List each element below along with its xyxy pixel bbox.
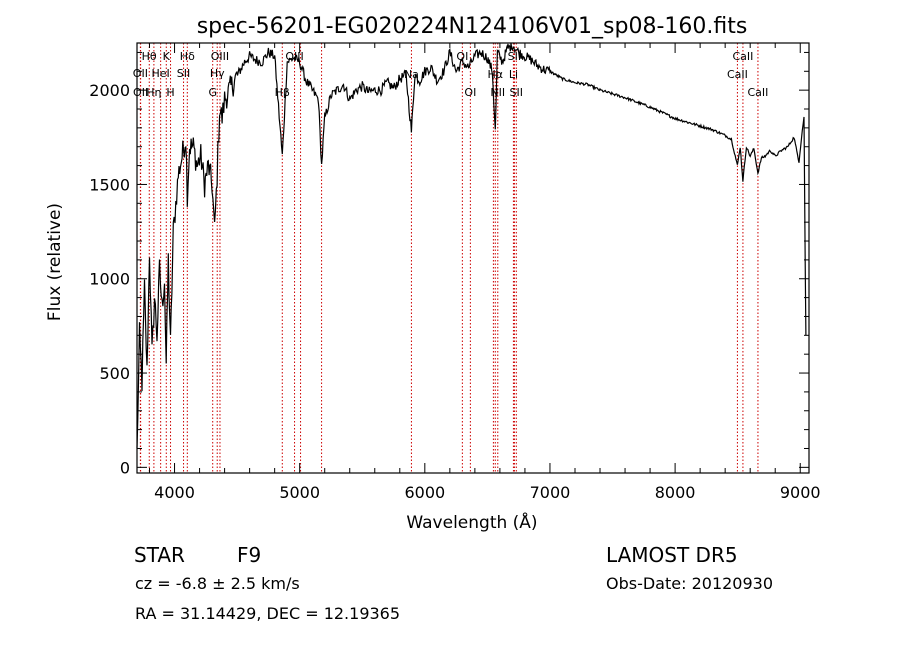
spectral-line-label: Hη — [146, 86, 161, 99]
x-axis-ticks: 4000 5000 6000 7000 8000 9000 — [149, 43, 821, 502]
y-axis-label: Flux (relative) — [45, 203, 65, 321]
y-tick-label: 1000 — [89, 270, 130, 289]
spectrum-series — [136, 42, 807, 449]
spectral-line-label: NII — [490, 86, 505, 99]
redshift-info: cz = -6.8 ± 2.5 km/s — [135, 574, 300, 593]
spectral-line-label: K — [163, 50, 171, 63]
spectral-line-label: G — [208, 86, 217, 99]
y-tick-label: 0 — [120, 458, 130, 477]
x-tick-label: 8000 — [655, 483, 696, 502]
spectral-line-label: Hθ — [142, 50, 157, 63]
spectral-line-label: OI — [464, 86, 476, 99]
spectral-line-label: OII — [133, 67, 148, 80]
x-tick-label: 9000 — [780, 483, 821, 502]
spectral-line-label: CaII — [747, 86, 768, 99]
object-class: STAR — [134, 543, 185, 567]
survey-name: LAMOST DR5 — [606, 543, 738, 567]
chart-title: spec-56201-EG020224N124106V01_sp08-160.f… — [197, 14, 748, 39]
spectral-line-label: SII — [177, 67, 190, 80]
spectral-lines — [139, 43, 759, 473]
x-tick-label: 6000 — [404, 483, 445, 502]
spectral-line-label: OI — [456, 50, 468, 63]
y-tick-label: 2000 — [89, 81, 130, 100]
spectral-line-label: Hγ — [210, 67, 225, 80]
spectral-line-label: SII — [510, 86, 523, 99]
x-tick-label: 5000 — [279, 483, 320, 502]
spectral-line-label: CaII — [732, 50, 753, 63]
plot-frame — [136, 42, 810, 474]
x-axis-label: Wavelength (Å) — [406, 511, 537, 533]
object-subclass: F9 — [237, 543, 262, 567]
spectral-line-label: CaII — [727, 68, 748, 81]
obs-date: Obs-Date: 20120930 — [606, 574, 774, 593]
spectral-line-label: HeI — [152, 67, 170, 80]
spectral-line-label: Hδ — [180, 50, 195, 63]
y-axis-ticks: 0 500 1000 1500 2000 — [89, 51, 809, 477]
coordinates-info: RA = 31.14429, DEC = 12.19365 — [135, 604, 401, 623]
spectral-line-label: Hα — [488, 68, 504, 81]
spectral-line-label: Li — [509, 68, 518, 81]
spectral-line-label: H — [166, 86, 174, 99]
x-tick-label: 4000 — [154, 483, 195, 502]
spectral-line-label: OIII — [211, 50, 229, 63]
x-tick-label: 7000 — [530, 483, 571, 502]
spectral-line-label: SII — [508, 50, 521, 63]
y-tick-label: 1500 — [89, 175, 130, 194]
y-tick-label: 500 — [99, 364, 130, 383]
